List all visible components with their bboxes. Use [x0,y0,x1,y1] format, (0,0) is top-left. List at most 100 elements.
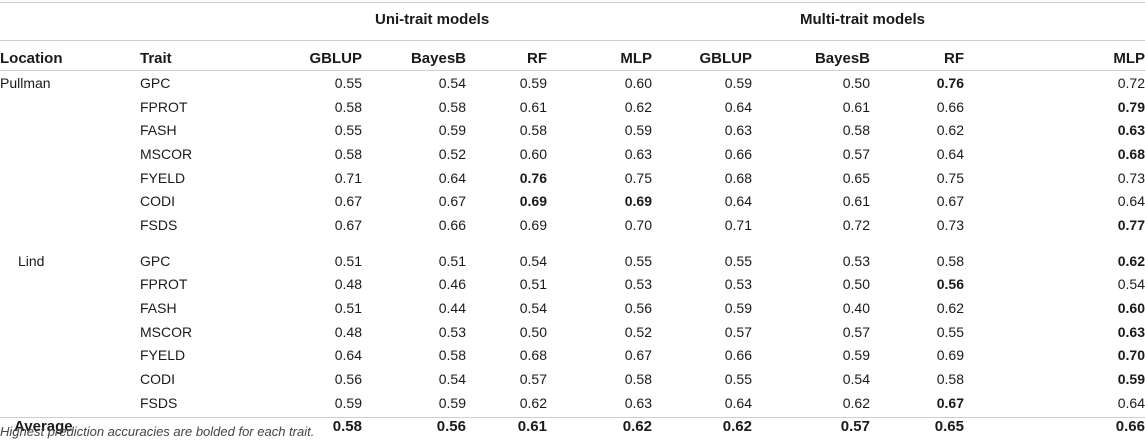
value-cell: 0.67 [334,216,362,233]
table-row: MSCOR 0.58 0.52 0.60 0.63 0.66 0.57 0.64 0.68 [0,142,1145,166]
average-label: Average [14,417,73,435]
value-cell: 0.48 [334,276,362,293]
value-cell: 0.66 [724,347,752,364]
value-cell: 0.66 [936,98,964,115]
table-row: FYELD 0.64 0.58 0.68 0.67 0.66 0.59 0.69 0.70 [0,344,1145,368]
accuracy-table: Location Trait GBLUP BayesB RF MLP GBLUP… [0,45,1145,438]
trait-cell: FASH [140,122,177,139]
value-cell: 0.76 [519,169,547,186]
value-cell: 0.62 [936,300,964,317]
value-cell: 0.63 [624,145,652,162]
location-cell [0,118,140,142]
value-cell: 0.55 [624,252,652,269]
value-cell: 0.55 [936,323,964,340]
value-cell: 0.58 [624,371,652,388]
value-cell: 0.50 [842,276,870,293]
location-cell [0,296,140,320]
value-cell: 0.58 [936,371,964,388]
table-row: FSDS 0.59 0.59 0.62 0.63 0.64 0.62 0.67 0.64 [0,391,1145,415]
value-cell: 0.62 [519,394,547,411]
top-rule [0,2,1145,3]
value-cell: 0.66 [438,216,466,233]
value-cell: 0.54 [519,252,547,269]
value-cell: 0.59 [519,74,547,91]
value-cell: 0.55 [334,74,362,91]
spacer-cell [0,237,1145,249]
table-row: FPROT 0.48 0.46 0.51 0.53 0.53 0.50 0.56 0.54 [0,273,1145,297]
value-cell: 0.65 [842,169,870,186]
value-cell: 0.67 [438,193,466,210]
value-cell: 0.51 [519,276,547,293]
value-cell: 0.76 [936,74,964,91]
value-cell: 0.51 [438,252,466,269]
value-cell: 0.70 [624,216,652,233]
trait-cell: FSDS [140,216,178,233]
value-cell: 0.79 [1117,98,1145,115]
table-row: FASH 0.51 0.44 0.54 0.56 0.59 0.40 0.62 0.60 [0,296,1145,320]
value-cell: 0.40 [842,300,870,317]
trait-cell: CODI [140,193,175,210]
value-cell: 0.69 [936,347,964,364]
average-value-cell: 0.66 [1115,417,1145,435]
value-cell: 0.68 [1117,145,1145,162]
trait-cell: MSCOR [140,323,193,340]
value-cell: 0.64 [936,145,964,162]
trait-cell: GPC [140,252,171,269]
table-row: FASH 0.55 0.59 0.58 0.59 0.63 0.58 0.62 0.63 [0,118,1145,142]
value-cell: 0.64 [438,169,466,186]
value-cell: 0.59 [1117,371,1145,388]
location-cell [0,273,140,297]
average-value-cell: 0.57 [840,417,870,435]
location-cell [0,391,140,415]
value-cell: 0.61 [842,98,870,115]
value-cell: 0.73 [936,216,964,233]
average-value-cell: 0.61 [517,417,547,435]
trait-cell: FYELD [140,169,186,186]
value-cell: 0.71 [334,169,362,186]
value-cell: 0.53 [842,252,870,269]
trait-cell: FSDS [140,394,178,411]
value-cell: 0.64 [1117,193,1145,210]
value-cell: 0.51 [334,300,362,317]
bottom-rule [0,417,1145,418]
table-row: FPROT 0.58 0.58 0.61 0.62 0.64 0.61 0.66 0.79 [0,95,1145,119]
trait-cell: FASH [140,300,177,317]
value-cell: 0.67 [936,193,964,210]
col-header-uni-rf: RF [527,49,547,67]
value-cell: 0.70 [1117,347,1145,364]
value-cell: 0.54 [842,371,870,388]
value-cell: 0.67 [624,347,652,364]
table-row: MSCOR 0.48 0.53 0.50 0.52 0.57 0.57 0.55 0.63 [0,320,1145,344]
trait-cell: FPROT [140,98,188,115]
value-cell: 0.44 [438,300,466,317]
average-value-cell: 0.65 [934,417,964,435]
location-cell: Pullman [0,74,51,91]
value-cell: 0.71 [724,216,752,233]
value-cell: 0.73 [1117,169,1145,186]
value-cell: 0.48 [334,323,362,340]
location-cell [0,320,140,344]
table-row: CODI 0.67 0.67 0.69 0.69 0.64 0.61 0.67 0.64 [0,189,1145,213]
value-cell: 0.60 [519,145,547,162]
value-cell: 0.53 [724,276,752,293]
multi-trait-header: Multi-trait models [800,11,926,28]
value-cell: 0.60 [624,74,652,91]
value-cell: 0.72 [1117,74,1145,91]
value-cell: 0.58 [519,122,547,139]
value-cell: 0.54 [438,74,466,91]
group-rule [0,40,1145,41]
value-cell: 0.52 [438,145,466,162]
value-cell: 0.57 [842,145,870,162]
location-cell [0,95,140,119]
trait-cell: GPC [140,74,171,91]
table-footnote: Highest prediction accuracies are bolded… [0,424,315,439]
value-cell: 0.77 [1117,216,1145,233]
col-header-multi-mlp: MLP [1113,49,1145,67]
value-cell: 0.54 [438,371,466,388]
value-cell: 0.54 [519,300,547,317]
trait-cell: FYELD [140,347,186,364]
value-cell: 0.63 [724,122,752,139]
value-cell: 0.59 [724,74,752,91]
value-cell: 0.55 [334,122,362,139]
value-cell: 0.64 [724,193,752,210]
